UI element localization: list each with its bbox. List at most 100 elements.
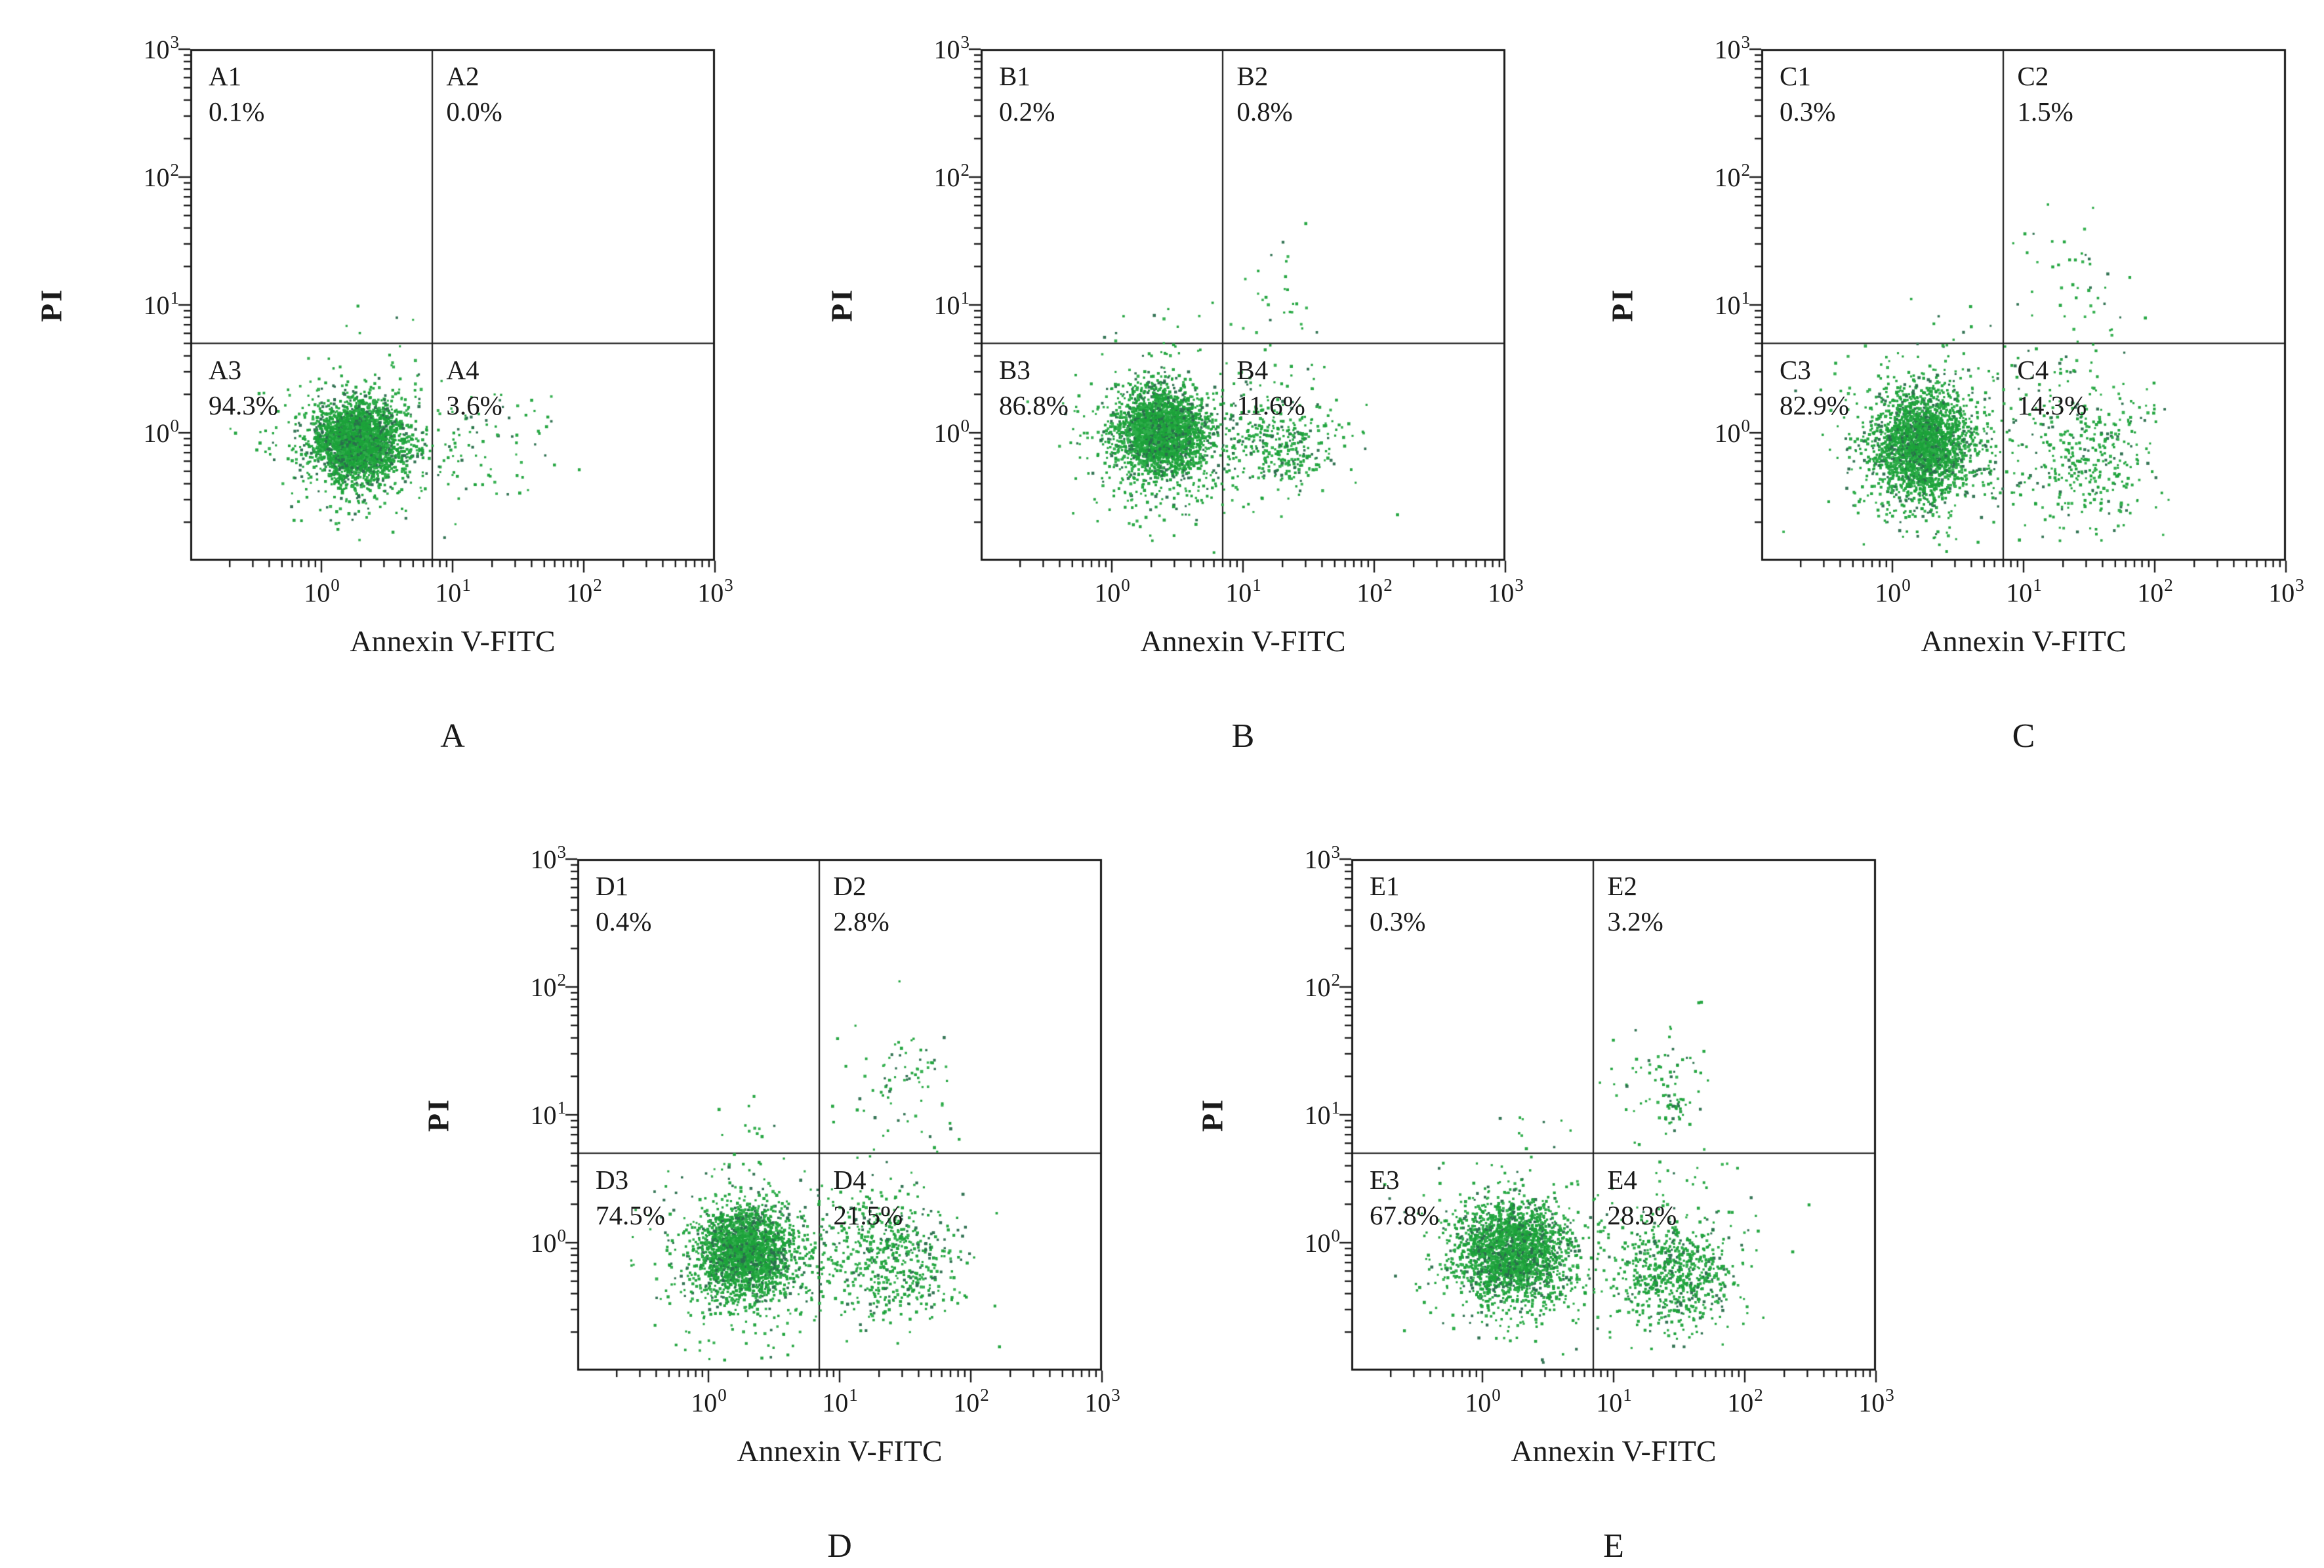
quadrant-code: C2 (2017, 61, 2049, 92)
y-axis-label: PI (421, 1098, 455, 1132)
quadrant-percent: 3.2% (1607, 906, 1663, 937)
quadrant-percent: 0.3% (1370, 906, 1426, 937)
x-tick-label: 103 (1084, 1385, 1120, 1418)
x-tick-label: 101 (1225, 575, 1261, 608)
quadrant-code: D1 (596, 871, 629, 902)
y-tick-label: 101 (530, 1097, 567, 1131)
y-tick-label: 103 (1304, 841, 1341, 875)
quadrant-label-upper-left: B1 0.2% (999, 58, 1055, 129)
y-tick-label: 100 (933, 415, 970, 449)
quadrant-code: C3 (1780, 354, 1811, 385)
quadrant-label-upper-left: E1 0.3% (1370, 868, 1425, 939)
flow-panel-a: PI 103 102 101 100 100 101 102 103 A1 0.… (35, 32, 733, 755)
quadrant-percent: 11.6% (1236, 390, 1305, 420)
quadrant-label-upper-right: B2 0.8% (1236, 58, 1292, 129)
x-axis-label: Annexin V-FITC (737, 1434, 943, 1468)
scatter-canvas (171, 47, 722, 580)
x-tick-label: 102 (1727, 1385, 1763, 1418)
quadrant-percent: 0.8% (1236, 96, 1293, 127)
quadrant-code: E1 (1370, 871, 1400, 902)
quadrant-percent: 21.5% (833, 1199, 903, 1230)
quadrant-label-lower-right: C4 14.3% (2017, 352, 2087, 423)
scatter-canvas (961, 47, 1512, 580)
quadrant-percent: 2.8% (833, 906, 889, 937)
quadrant-percent: 28.3% (1607, 1199, 1677, 1230)
x-tick-label: 101 (435, 575, 471, 608)
y-axis-label: PI (1605, 288, 1639, 322)
scatter-canvas (1742, 47, 2293, 580)
y-tick-label: 100 (143, 415, 180, 449)
y-tick-label: 103 (1714, 31, 1751, 65)
quadrant-label-lower-left: A3 94.3% (209, 352, 278, 423)
quadrant-percent: 94.3% (209, 390, 278, 420)
quadrant-code: D2 (833, 871, 866, 902)
quadrant-code: C1 (1780, 61, 1811, 92)
y-tick-label: 100 (1714, 415, 1751, 449)
x-tick-label: 102 (953, 1385, 989, 1418)
quadrant-label-upper-right: D2 2.8% (833, 868, 889, 939)
quadrant-code: A3 (209, 354, 242, 385)
quadrant-code: B2 (1236, 61, 1269, 92)
quadrant-label-lower-left: C3 82.9% (1780, 352, 1849, 423)
quadrant-percent: 67.8% (1370, 1199, 1439, 1230)
quadrant-percent: 74.5% (596, 1199, 665, 1230)
quadrant-code: A1 (209, 61, 242, 92)
x-tick-label: 100 (1094, 575, 1130, 608)
quadrant-label-lower-left: E3 67.8% (1370, 1162, 1439, 1233)
flow-panel-c: PI 103 102 101 100 100 101 102 103 C1 0.… (1606, 32, 2304, 755)
panel-letter: A (440, 717, 465, 755)
quadrant-label-lower-left: D3 74.5% (596, 1162, 665, 1233)
x-tick-label: 101 (1596, 1385, 1632, 1418)
quadrant-percent: 0.4% (596, 906, 652, 937)
y-tick-label: 101 (1304, 1097, 1341, 1131)
y-tick-label: 101 (143, 287, 180, 321)
quadrant-code: A4 (446, 354, 479, 385)
y-tick-label: 102 (530, 969, 567, 1003)
x-tick-label: 100 (1875, 575, 1911, 608)
panel-letter: B (1231, 717, 1255, 755)
quadrant-code: D4 (833, 1164, 866, 1195)
quadrant-label-lower-right: D4 21.5% (833, 1162, 903, 1233)
y-tick-label: 102 (1714, 159, 1751, 193)
x-tick-label: 101 (822, 1385, 858, 1418)
y-axis-label: PI (825, 288, 859, 322)
y-tick-label: 100 (530, 1225, 567, 1258)
x-tick-label: 100 (1465, 1385, 1501, 1418)
x-tick-label: 102 (1356, 575, 1393, 608)
x-tick-label: 100 (691, 1385, 727, 1418)
quadrant-percent: 3.6% (446, 390, 502, 420)
quadrant-code: A2 (446, 61, 479, 92)
y-tick-label: 103 (933, 31, 970, 65)
quadrant-code: B4 (1236, 354, 1269, 385)
y-tick-label: 101 (1714, 287, 1751, 321)
quadrant-label-lower-right: B4 11.6% (1236, 352, 1305, 423)
x-tick-label: 100 (304, 575, 340, 608)
flow-panel-b: PI 103 102 101 100 100 101 102 103 B1 0.… (825, 32, 1524, 755)
quadrant-percent: 0.2% (999, 96, 1055, 127)
x-tick-label: 102 (2137, 575, 2173, 608)
quadrant-percent: 0.3% (1780, 96, 1836, 127)
x-axis-label: Annexin V-FITC (1140, 624, 1346, 658)
y-axis-label: PI (34, 288, 68, 322)
flow-panel-d: PI 103 102 101 100 100 101 102 103 D1 0.… (422, 842, 1120, 1565)
x-tick-label: 101 (2006, 575, 2042, 608)
quadrant-label-upper-left: C1 0.3% (1780, 58, 1835, 129)
quadrant-code: C4 (2017, 354, 2049, 385)
quadrant-code: E3 (1370, 1164, 1400, 1195)
y-tick-label: 102 (933, 159, 970, 193)
quadrant-code: E2 (1607, 871, 1637, 902)
quadrant-percent: 86.8% (999, 390, 1069, 420)
quadrant-label-upper-right: A2 0.0% (446, 58, 502, 129)
panel-letter: C (2012, 717, 2035, 755)
quadrant-label-lower-right: A4 3.6% (446, 352, 502, 423)
scatter-canvas (558, 857, 1109, 1390)
quadrant-label-lower-left: B3 86.8% (999, 352, 1069, 423)
x-tick-label: 103 (1488, 575, 1524, 608)
y-tick-label: 103 (530, 841, 567, 875)
quadrant-label-upper-left: A1 0.1% (209, 58, 264, 129)
y-tick-label: 100 (1304, 1225, 1341, 1258)
y-tick-label: 102 (1304, 969, 1341, 1003)
quadrant-percent: 82.9% (1780, 390, 1849, 420)
quadrant-percent: 14.3% (2017, 390, 2087, 420)
